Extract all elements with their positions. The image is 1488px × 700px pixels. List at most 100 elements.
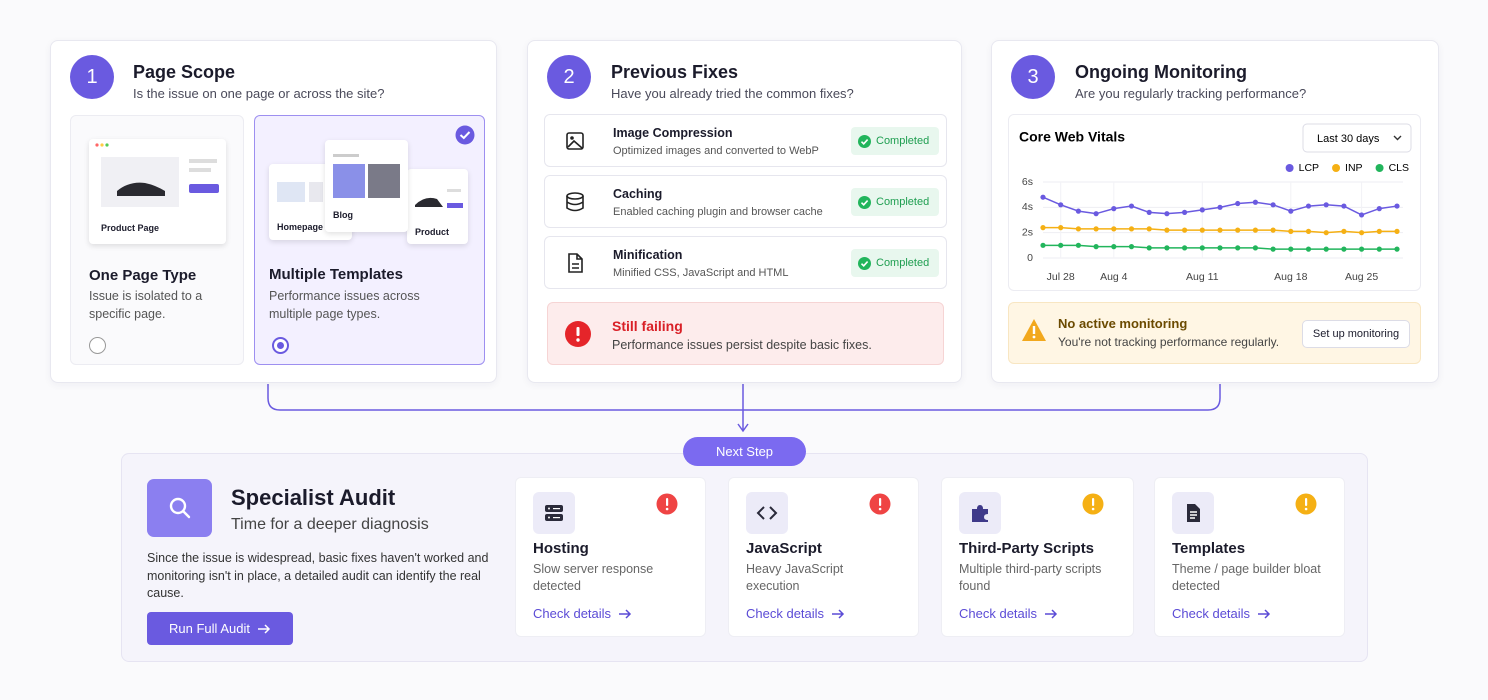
data-point bbox=[1040, 242, 1046, 248]
data-point bbox=[1111, 226, 1117, 232]
link-label: Check details bbox=[533, 606, 612, 621]
alert-monitoring: No active monitoring You're not tracking… bbox=[1008, 302, 1421, 364]
run-audit-label: Run Full Audit bbox=[169, 621, 250, 636]
area-icon bbox=[959, 492, 1001, 534]
preview-mock: Product bbox=[407, 169, 468, 244]
data-point bbox=[1359, 246, 1365, 252]
data-point bbox=[1058, 242, 1064, 248]
status-badge: Completed bbox=[851, 188, 939, 216]
chart-title: Core Web Vitals bbox=[1019, 129, 1125, 145]
option-description: Performance issues across multiple page … bbox=[269, 289, 420, 321]
alert-message: You're not tracking performance regularl… bbox=[1058, 335, 1280, 349]
arrow-icon bbox=[1258, 608, 1271, 619]
status-badge: Completed bbox=[851, 127, 939, 155]
data-point bbox=[1182, 227, 1188, 233]
data-point bbox=[1376, 206, 1382, 212]
data-point bbox=[1341, 203, 1347, 209]
data-point bbox=[1252, 199, 1258, 205]
option-card[interactable]: Product Page One Page Type Issue is isol… bbox=[70, 115, 244, 365]
arrow-icon bbox=[619, 608, 632, 619]
area-description: Slow server response detected bbox=[533, 562, 654, 593]
area-description: Theme / page builder bloat detected bbox=[1172, 562, 1321, 593]
preview-art bbox=[95, 143, 219, 207]
data-point bbox=[1058, 202, 1064, 208]
range-dropdown[interactable] bbox=[1302, 123, 1412, 153]
data-point bbox=[1164, 227, 1170, 233]
legend-swatch bbox=[1285, 164, 1294, 172]
data-point bbox=[1270, 202, 1276, 208]
data-point bbox=[1288, 208, 1294, 214]
alert-title: No active monitoring bbox=[1058, 316, 1188, 331]
area-title: Hosting bbox=[533, 540, 589, 557]
area-icon-art bbox=[972, 505, 988, 522]
step-title: Previous Fixes bbox=[611, 62, 739, 82]
option-title: Multiple Templates bbox=[269, 266, 403, 283]
step-card: 1 Page Scope Is the issue on one page or… bbox=[50, 40, 497, 383]
preview-mock: Blog bbox=[325, 140, 408, 232]
severity-badge bbox=[1082, 493, 1104, 515]
check-details-link[interactable]: Check details bbox=[746, 606, 845, 621]
data-point bbox=[1182, 209, 1188, 215]
data-point bbox=[1164, 211, 1170, 217]
status-label: Completed bbox=[876, 257, 930, 269]
fix-icon bbox=[566, 192, 584, 212]
selected-check bbox=[455, 125, 475, 145]
step-card: 3 Ongoing Monitoring Are you regularly t… bbox=[991, 40, 1439, 383]
setup-monitoring-button[interactable]: Set up monitoring bbox=[1302, 320, 1410, 348]
option-description: Issue is isolated to a specific page. bbox=[89, 289, 203, 321]
data-point bbox=[1394, 203, 1400, 209]
data-point bbox=[1394, 246, 1400, 252]
fix-icon bbox=[568, 253, 583, 273]
data-point bbox=[1235, 227, 1241, 233]
data-point bbox=[1341, 246, 1347, 252]
legend-swatch bbox=[1332, 164, 1341, 172]
data-point bbox=[1111, 244, 1117, 250]
area-icon bbox=[533, 492, 575, 534]
data-point bbox=[1146, 226, 1152, 232]
severity-badge bbox=[1295, 493, 1317, 515]
data-point bbox=[1111, 206, 1117, 212]
status-icon bbox=[858, 134, 871, 148]
check-details-link[interactable]: Check details bbox=[1172, 606, 1271, 621]
data-point bbox=[1288, 246, 1294, 252]
x-tick-label: Jul 28 bbox=[1047, 271, 1075, 283]
data-point bbox=[1199, 227, 1205, 233]
chart-panel: Core Web Vitals Last 30 days 0 2s 4s 6s Jul … bbox=[1008, 114, 1421, 291]
data-point bbox=[1040, 225, 1046, 231]
step-card: 2 Previous Fixes Have you already tried … bbox=[527, 40, 962, 383]
check-details-link[interactable]: Check details bbox=[533, 606, 632, 621]
data-point bbox=[1146, 245, 1152, 251]
area-icon-art bbox=[545, 505, 563, 521]
fix-title: Image Compression bbox=[613, 126, 733, 140]
arrow-icon bbox=[832, 608, 845, 619]
dropdown-caret bbox=[1393, 135, 1402, 141]
data-point bbox=[1040, 194, 1046, 200]
area-card: Third-Party Scripts Multiple third-party … bbox=[941, 477, 1134, 637]
run-audit-button[interactable]: Run Full Audit bbox=[147, 612, 293, 645]
option-radio[interactable] bbox=[89, 337, 106, 354]
data-point bbox=[1359, 212, 1365, 218]
area-title: JavaScript bbox=[746, 540, 822, 557]
status-label: Completed bbox=[876, 196, 930, 208]
area-title: Third-Party Scripts bbox=[959, 540, 1095, 557]
data-point bbox=[1288, 228, 1294, 234]
data-point bbox=[1305, 203, 1312, 209]
step-title: Ongoing Monitoring bbox=[1075, 62, 1247, 82]
option-radio[interactable] bbox=[272, 337, 289, 354]
audit-panel: Specialist Audit Time for a deeper diagn… bbox=[121, 453, 1368, 662]
option-card[interactable]: Homepage Blog Product Multiple Templates… bbox=[254, 115, 485, 365]
step-number: 2 bbox=[547, 55, 591, 99]
status-icon bbox=[858, 256, 871, 270]
audit-subtitle: Time for a deeper diagnosis bbox=[231, 516, 429, 533]
check-details-link[interactable]: Check details bbox=[959, 606, 1058, 621]
data-point bbox=[1323, 202, 1329, 208]
fix-title: Minification bbox=[613, 248, 683, 262]
x-tick-label: Aug 11 bbox=[1186, 271, 1219, 283]
step-title: Page Scope bbox=[133, 62, 236, 82]
alert-message: Performance issues persist despite basic… bbox=[612, 338, 872, 352]
link-label: Check details bbox=[746, 606, 825, 621]
data-point bbox=[1217, 227, 1223, 233]
fix-description: Optimized images and converted to WebP bbox=[613, 145, 819, 157]
